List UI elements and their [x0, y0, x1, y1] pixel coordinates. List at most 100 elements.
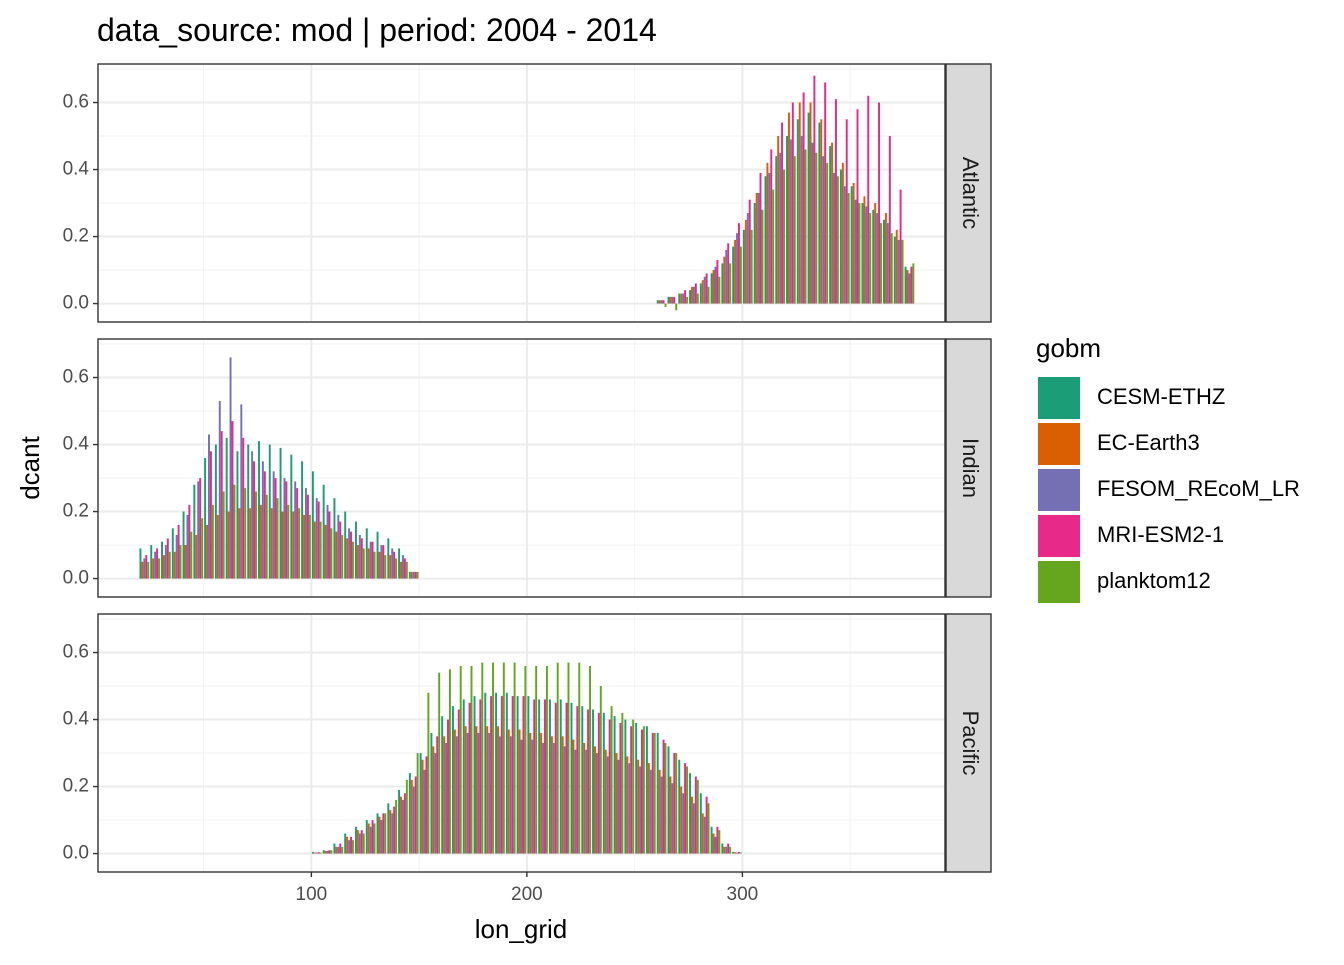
bar-fesom-recom-lr — [736, 233, 738, 304]
bar-fesom-recom-lr — [725, 249, 728, 304]
facet-strip-label: Pacific — [958, 711, 983, 776]
bar-mri-esm2-1 — [177, 524, 180, 579]
bar-fesom-recom-lr — [833, 172, 835, 304]
bar-ec-earth3 — [647, 763, 650, 854]
bar-cesm-ethz — [839, 169, 842, 304]
bar-cesm-ethz — [559, 699, 562, 854]
bar-cesm-ethz — [656, 732, 659, 854]
legend-swatch — [1038, 561, 1080, 603]
bar-planktom12 — [373, 823, 376, 854]
bar-fesom-recom-lr — [854, 199, 857, 304]
bar-fesom-recom-lr — [606, 756, 609, 854]
bar-ec-earth3 — [486, 726, 489, 854]
y-axis-title: dcant — [15, 435, 45, 499]
bar-mri-esm2-1 — [544, 699, 546, 854]
bar-mri-esm2-1 — [791, 102, 794, 304]
panels-layer: Atlantic0.00.20.40.6Indian0.00.20.40.6Pa… — [63, 63, 992, 905]
bar-fesom-recom-lr — [348, 528, 351, 579]
bar-ec-earth3 — [809, 102, 812, 304]
bar-ec-earth3 — [734, 852, 737, 854]
bar-fesom-recom-lr — [498, 736, 501, 854]
bar-ec-earth3 — [367, 548, 370, 579]
bar-mri-esm2-1 — [759, 172, 762, 304]
bar-planktom12 — [869, 213, 872, 304]
bar-planktom12 — [470, 665, 473, 854]
bar-ec-earth3 — [313, 852, 316, 854]
bar-mri-esm2-1 — [371, 541, 374, 579]
bar-fesom-recom-lr — [682, 293, 685, 304]
bar-mri-esm2-1 — [673, 753, 676, 854]
bar-planktom12 — [847, 193, 850, 304]
bar-mri-esm2-1 — [425, 756, 428, 854]
legend-item-planktom12: planktom12 — [1038, 561, 1211, 603]
bar-cesm-ethz — [473, 696, 476, 854]
bar-fesom-recom-lr — [391, 548, 394, 579]
bar-cesm-ethz — [214, 444, 217, 579]
bar-mri-esm2-1 — [414, 776, 417, 854]
bar-planktom12 — [265, 494, 268, 579]
bar-planktom12 — [416, 753, 419, 854]
bar-ec-earth3 — [874, 203, 877, 304]
bar-ec-earth3 — [798, 102, 801, 304]
bar-planktom12 — [750, 229, 753, 304]
bar-ec-earth3 — [184, 545, 187, 579]
bar-fesom-recom-lr — [552, 743, 555, 854]
bar-ec-earth3 — [723, 256, 726, 304]
bar-planktom12 — [276, 498, 279, 579]
bar-mri-esm2-1 — [350, 531, 352, 579]
bar-ec-earth3 — [173, 551, 176, 579]
bar-planktom12 — [298, 508, 301, 579]
bar-mri-esm2-1 — [447, 719, 449, 854]
bar-cesm-ethz — [355, 521, 357, 579]
bar-fesom-recom-lr — [639, 766, 642, 854]
bar-planktom12 — [664, 743, 667, 854]
bar-planktom12 — [492, 662, 495, 854]
bar-cesm-ethz — [527, 696, 530, 854]
bar-planktom12 — [373, 551, 376, 579]
bar-fesom-recom-lr — [714, 266, 717, 304]
bar-planktom12 — [739, 246, 742, 304]
bar-fesom-recom-lr — [692, 286, 695, 304]
bar-mri-esm2-1 — [403, 558, 406, 579]
bar-fesom-recom-lr — [337, 514, 340, 579]
y-tick-label: 0.0 — [63, 568, 89, 589]
bar-mri-esm2-1 — [737, 851, 740, 854]
bar-ec-earth3 — [884, 213, 887, 304]
bar-cesm-ethz — [710, 826, 713, 854]
bar-planktom12 — [330, 528, 333, 579]
bar-fesom-recom-lr — [358, 833, 361, 854]
bar-ec-earth3 — [400, 796, 402, 854]
bar-planktom12 — [836, 176, 839, 304]
y-tick-label: 0.4 — [63, 434, 90, 455]
bar-mri-esm2-1 — [360, 830, 363, 854]
bar-fesom-recom-lr — [445, 743, 448, 854]
bar-mri-esm2-1 — [705, 796, 708, 854]
bar-fesom-recom-lr — [251, 451, 254, 579]
bar-ec-earth3 — [906, 270, 909, 304]
bar-planktom12 — [190, 531, 193, 579]
legend-item-mri-esm2-1: MRI-ESM2-1 — [1038, 515, 1224, 557]
bar-mri-esm2-1 — [630, 726, 633, 854]
bar-fesom-recom-lr — [305, 488, 307, 579]
bar-cesm-ethz — [408, 571, 411, 579]
bar-mri-esm2-1 — [263, 471, 266, 579]
bar-mri-esm2-1 — [339, 843, 342, 854]
bar-cesm-ethz — [732, 246, 735, 304]
bar-cesm-ethz — [613, 716, 616, 854]
x-tick-label: 300 — [727, 884, 759, 905]
bar-fesom-recom-lr — [779, 152, 782, 304]
bar-fesom-recom-lr — [208, 434, 210, 579]
bar-mri-esm2-1 — [878, 102, 881, 304]
bar-mri-esm2-1 — [220, 431, 223, 579]
bar-fesom-recom-lr — [315, 852, 318, 854]
bar-mri-esm2-1 — [285, 481, 288, 579]
bar-planktom12 — [707, 803, 710, 854]
legend-label: MRI-ESM2-1 — [1097, 522, 1224, 547]
bar-ec-earth3 — [669, 296, 672, 304]
bar-cesm-ethz — [786, 136, 788, 304]
bar-planktom12 — [642, 726, 645, 854]
bar-cesm-ethz — [570, 702, 573, 854]
bar-cesm-ethz — [656, 300, 659, 304]
bar-ec-earth3 — [141, 561, 144, 579]
bar-ec-earth3 — [475, 726, 478, 854]
